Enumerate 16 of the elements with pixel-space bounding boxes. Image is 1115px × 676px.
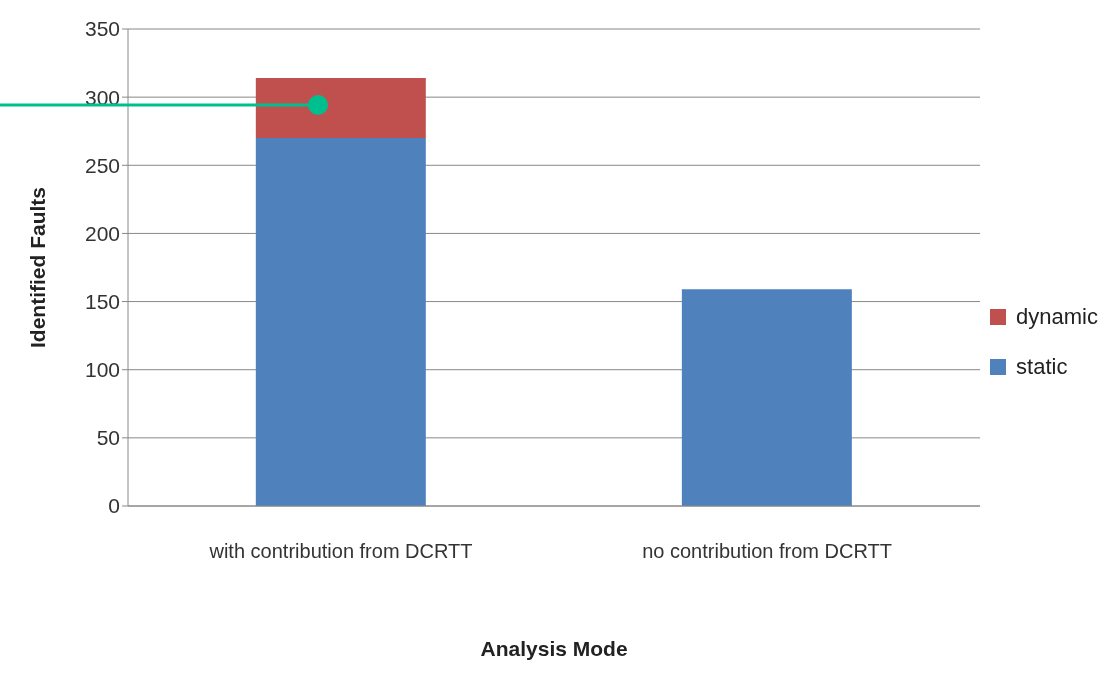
y-tick-label: 150 <box>84 290 120 314</box>
y-tick-label: 250 <box>84 153 120 177</box>
legend-label: static <box>1016 354 1068 380</box>
x-axis-title: Analysis Mode <box>480 637 628 660</box>
legend-label: dynamic <box>1016 304 1098 330</box>
y-tick-label: 50 <box>96 426 120 450</box>
x-tick-label: no contribution from DCRTT <box>642 540 892 563</box>
y-tick-label: 0 <box>108 494 120 518</box>
y-tick-label: 350 <box>84 17 120 41</box>
bar <box>681 289 852 506</box>
y-tick-label: 200 <box>84 221 120 245</box>
x-tick-label: with contribution from DCRTT <box>208 540 473 563</box>
bar <box>255 78 426 139</box>
y-tick-label: 100 <box>84 358 120 382</box>
bar <box>255 138 426 506</box>
y-axis-title: Identified Faults <box>26 186 50 349</box>
